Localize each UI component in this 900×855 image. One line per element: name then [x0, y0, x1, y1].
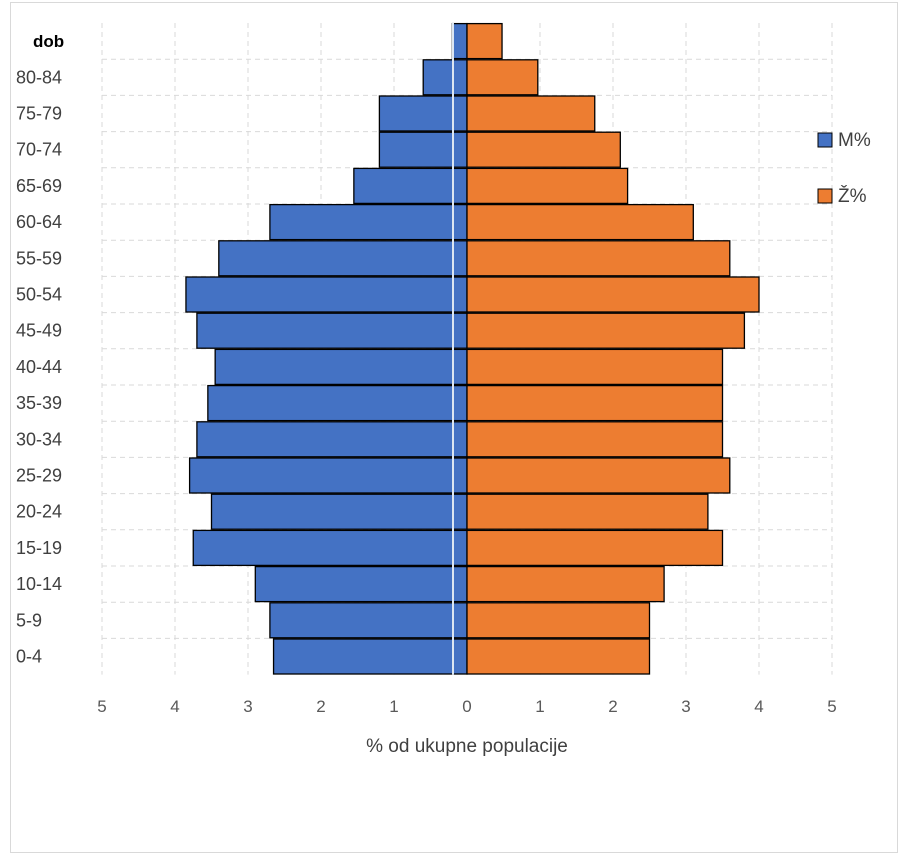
bar-female-35-39 — [466, 384, 724, 422]
bar-female-10-14 — [466, 565, 665, 603]
age-label: 45-49 — [16, 321, 62, 341]
age-group-labels: 0-4 5-9 10-14 15-19 20-24 25-29 30-34 35-39 40-4… — [16, 67, 62, 666]
age-label: 75-79 — [16, 104, 62, 124]
legend-swatch — [817, 188, 833, 204]
legend-label: M% — [838, 130, 871, 151]
x-tick-label: 4 — [754, 697, 763, 716]
bar-male-top — [451, 22, 468, 60]
legend-label: Ž% — [838, 185, 867, 207]
bar-female-65-69 — [466, 167, 629, 205]
x-tick-label: 1 — [535, 697, 544, 716]
age-label: 25-29 — [16, 466, 62, 486]
age-label: 30-34 — [16, 429, 62, 449]
x-tick-label: 1 — [389, 697, 398, 716]
bar-male-20-24 — [210, 493, 468, 530]
bar-female-45-49 — [466, 312, 746, 349]
age-label: 70-74 — [16, 140, 62, 160]
chart-frame — [10, 2, 898, 853]
x-tick-label: 4 — [170, 697, 179, 716]
bar-female-80-84 — [466, 59, 539, 96]
bar-female-40-44 — [466, 348, 724, 386]
x-tick-label: 2 — [316, 697, 325, 716]
bar-female-55-59 — [466, 240, 731, 277]
bar-female-60-64 — [466, 203, 694, 241]
bar-male-60-64 — [269, 203, 468, 241]
bar-female-20-24 — [466, 493, 709, 530]
age-label: 20-24 — [16, 502, 62, 522]
x-tick-label: 5 — [827, 697, 836, 716]
bar-male-50-54 — [185, 276, 468, 313]
x-tick-label: 3 — [681, 697, 690, 716]
age-label: 40-44 — [16, 357, 62, 377]
bar-female-5-9 — [466, 602, 651, 639]
x-axis-label: % od ukupne populacije — [366, 736, 568, 757]
bar-male-55-59 — [218, 240, 468, 277]
legend: M% Ž% — [817, 130, 871, 207]
age-label: 5-9 — [16, 610, 42, 630]
bar-male-5-9 — [269, 602, 468, 639]
bar-male-30-34 — [196, 421, 468, 458]
legend-swatch — [817, 132, 833, 148]
age-label: 60-64 — [16, 212, 62, 232]
bar-male-25-29 — [188, 457, 468, 494]
age-label: 15-19 — [16, 538, 62, 558]
bar-male-0-4 — [272, 638, 468, 675]
age-label: 55-59 — [16, 248, 62, 268]
x-tick-labels: 5 4 3 2 1 0 1 2 3 4 5 — [97, 697, 836, 716]
bar-male-40-44 — [214, 348, 468, 386]
age-label: 35-39 — [16, 393, 62, 413]
bar-male-65-69 — [353, 167, 468, 205]
bar-female-30-34 — [466, 421, 724, 458]
y-axis-title: dob — [33, 32, 64, 51]
x-tick-label: 2 — [608, 697, 617, 716]
age-label: 65-69 — [16, 176, 62, 196]
age-label: 80-84 — [16, 67, 62, 87]
bar-female-75-79 — [466, 95, 596, 132]
bar-male-35-39 — [207, 384, 468, 422]
bar-female-15-19 — [466, 529, 724, 567]
age-label: 0-4 — [16, 647, 42, 667]
bar-female-0-4 — [466, 638, 651, 675]
bar-female-25-29 — [466, 457, 731, 494]
x-tick-label: 3 — [243, 697, 252, 716]
bar-female-50-54 — [466, 276, 760, 313]
bar-male-10-14 — [254, 565, 468, 603]
bars — [185, 22, 760, 675]
bar-female-70-74 — [466, 131, 621, 168]
age-label: 50-54 — [16, 285, 62, 305]
bar-male-80-84 — [422, 59, 468, 96]
bar-female-top — [466, 22, 503, 60]
x-tick-label: 0 — [462, 697, 471, 716]
bar-male-15-19 — [192, 529, 468, 567]
bar-male-45-49 — [196, 312, 468, 349]
x-tick-label: 5 — [97, 697, 106, 716]
age-label: 10-14 — [16, 574, 62, 594]
